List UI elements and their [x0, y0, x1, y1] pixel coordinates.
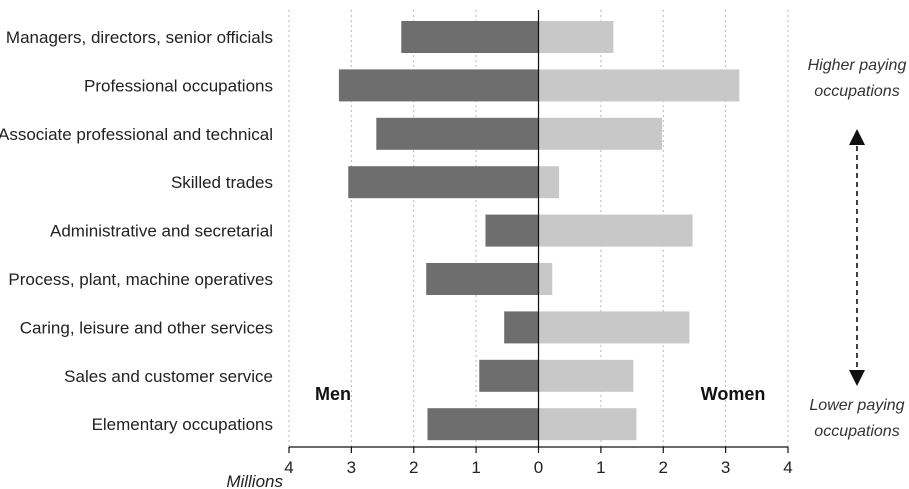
x-tick-label-6: 2: [659, 458, 668, 477]
category-label-0: Managers, directors, senior officials: [6, 28, 273, 47]
higher-paying-label-line2: occupations: [814, 83, 899, 100]
women-bar-0: [538, 21, 614, 53]
higher-paying-label-line1: Higher paying: [808, 57, 907, 74]
x-tick-label-3: 1: [471, 458, 480, 477]
x-tick-label-5: 1: [596, 458, 605, 477]
women-bar-1: [538, 69, 740, 102]
category-labels: Managers, directors, senior officials Pro…: [0, 28, 273, 434]
lower-paying-label-line1: Lower paying: [809, 397, 904, 414]
x-tick-label-4: 0: [534, 458, 543, 477]
women-series-label: Women: [701, 384, 766, 404]
axis-lines: [288, 10, 789, 453]
lower-paying-label-line2: occupations: [814, 423, 899, 440]
bars: [338, 21, 740, 441]
men-bar-3: [348, 166, 539, 199]
men-bar-6: [504, 311, 539, 344]
men-bar-4: [485, 214, 539, 247]
x-tick-label-8: 4: [783, 458, 792, 477]
men-bar-0: [401, 21, 539, 53]
x-tick-label-7: 3: [721, 458, 730, 477]
category-label-6: Caring, leisure and other services: [20, 318, 273, 337]
men-bar-1: [338, 69, 539, 102]
x-tick-label-1: 3: [347, 458, 356, 477]
women-bar-7: [538, 359, 634, 392]
women-bar-4: [538, 214, 693, 247]
women-bar-5: [538, 263, 553, 295]
category-label-3: Skilled trades: [171, 173, 273, 192]
men-bar-8: [427, 408, 539, 441]
men-bar-2: [376, 117, 539, 150]
x-axis-unit-label: Millions: [226, 472, 283, 489]
men-bar-5: [426, 263, 539, 295]
women-bar-3: [538, 166, 560, 199]
women-bar-6: [538, 311, 690, 344]
tick-labels: 4 3 2 1 0 1 2 3 4: [284, 458, 792, 477]
x-tick-label-2: 2: [409, 458, 418, 477]
category-label-7: Sales and customer service: [64, 367, 273, 386]
category-label-2: Associate professional and technical: [0, 125, 273, 144]
category-label-1: Professional occupations: [84, 76, 273, 95]
category-label-5: Process, plant, machine operatives: [8, 270, 273, 289]
men-series-label: Men: [315, 384, 351, 404]
category-label-4: Administrative and secretarial: [50, 222, 273, 241]
men-bar-7: [479, 359, 539, 392]
x-tick-label-0: 4: [284, 458, 293, 477]
women-bar-8: [538, 408, 637, 441]
category-label-8: Elementary occupations: [92, 415, 273, 434]
women-bar-2: [538, 117, 663, 150]
